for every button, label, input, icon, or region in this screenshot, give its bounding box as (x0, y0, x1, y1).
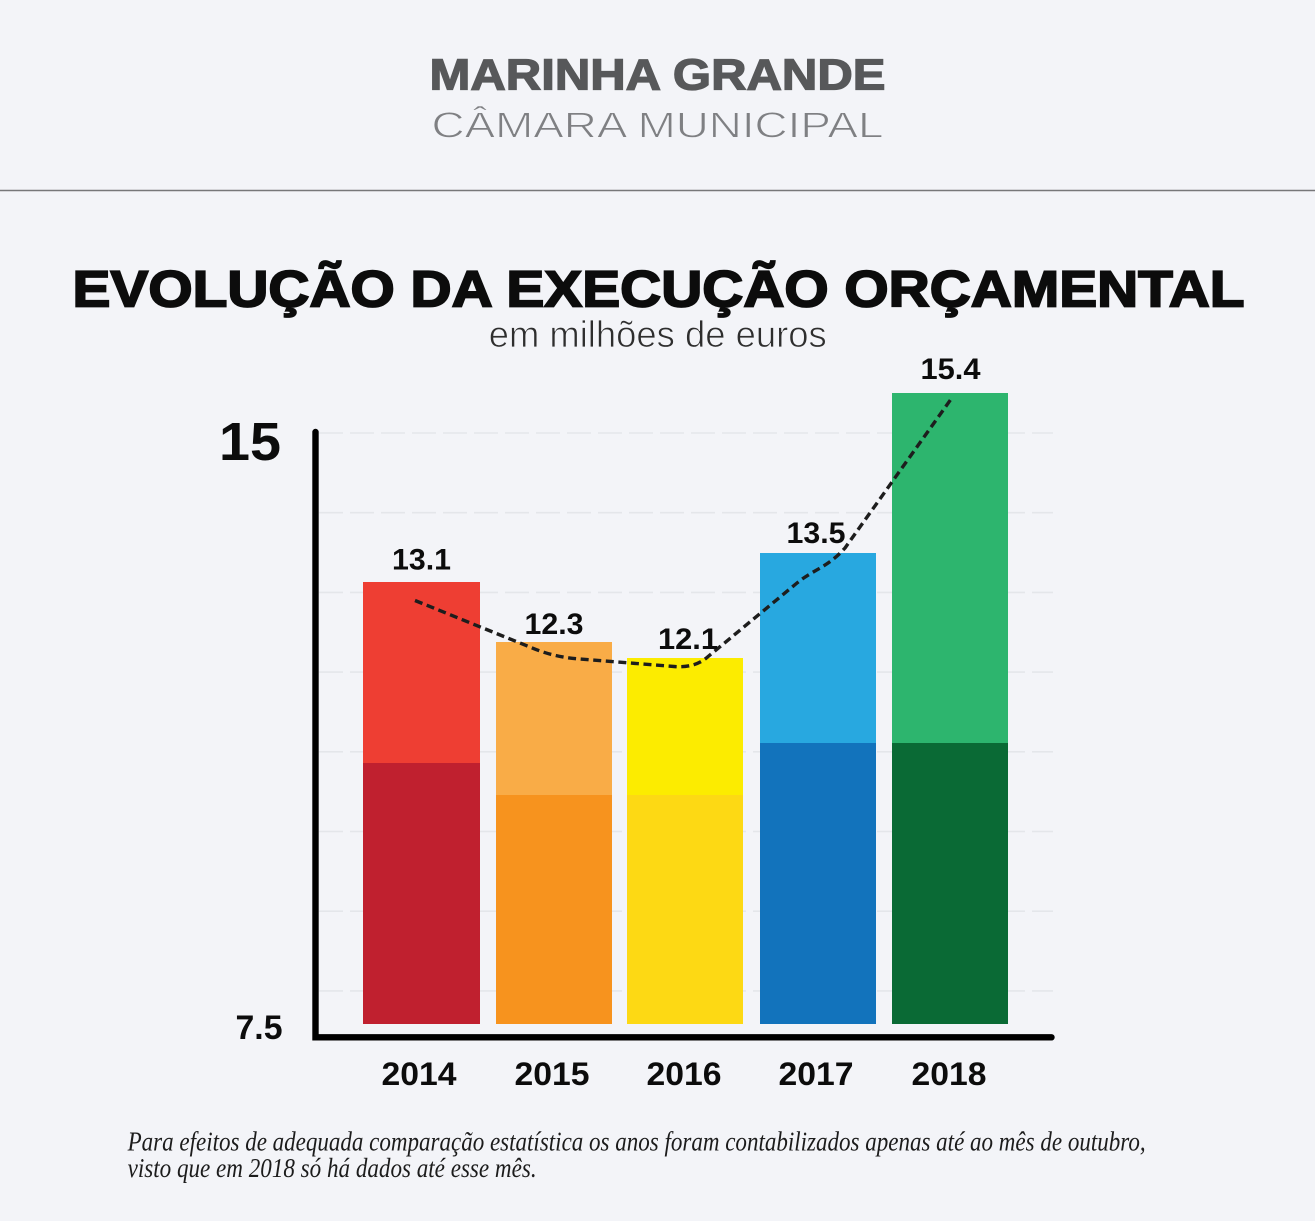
svg-text:CÂMARA MUNICIPAL: CÂMARA MUNICIPAL (432, 105, 884, 146)
svg-text:12.1: 12.1 (658, 623, 718, 656)
svg-text:2014: 2014 (382, 1056, 457, 1092)
svg-text:7.5: 7.5 (236, 1009, 283, 1047)
svg-text:15.4: 15.4 (921, 353, 981, 386)
svg-text:2018: 2018 (912, 1056, 987, 1092)
svg-text:2016: 2016 (647, 1056, 722, 1092)
svg-text:15: 15 (219, 412, 281, 472)
svg-text:13.5: 13.5 (787, 517, 846, 550)
svg-text:2017: 2017 (779, 1056, 854, 1092)
svg-text:2015: 2015 (515, 1056, 590, 1092)
svg-text:em milhões de euros: em milhões de euros (489, 314, 827, 355)
svg-text:12.3: 12.3 (525, 608, 584, 641)
svg-text:13.1: 13.1 (392, 544, 451, 577)
svg-text:MARINHA GRANDE: MARINHA GRANDE (430, 50, 886, 99)
svg-text:visto que em 2018 só há dados: visto que em 2018 só há dados até esse m… (128, 1152, 537, 1183)
svg-text:EVOLUÇÃO DA EXECUÇÃO ORÇAMENTA: EVOLUÇÃO DA EXECUÇÃO ORÇAMENTAL (73, 259, 1245, 317)
svg-text:Para efeitos de adequada compa: Para efeitos de adequada comparação esta… (127, 1126, 1146, 1157)
